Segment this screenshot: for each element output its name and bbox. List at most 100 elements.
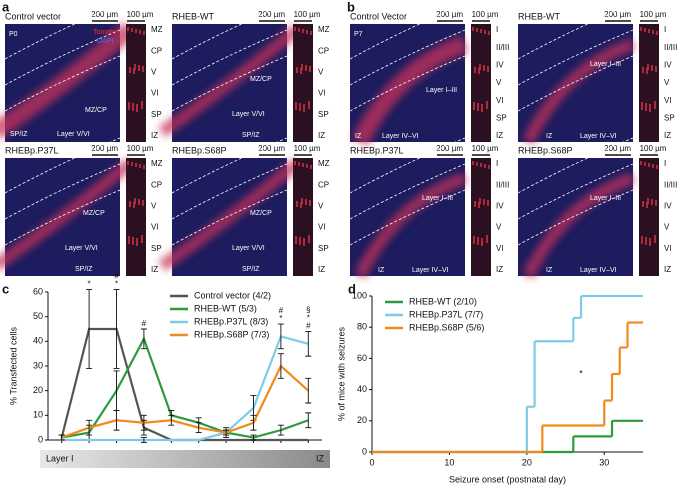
strip-signal	[476, 162, 478, 166]
layer-label: IV	[496, 202, 504, 211]
layer-label: CP	[318, 46, 329, 55]
legend-label: RHEB-WT (2/10)	[409, 296, 477, 306]
panel-letter: c	[2, 281, 9, 296]
strip-signal	[649, 238, 651, 246]
tomato-signal	[0, 22, 136, 140]
image-title: RHEB-WT	[518, 11, 560, 21]
layer-label: V	[496, 223, 502, 232]
strip	[639, 24, 659, 142]
strip-signal	[488, 165, 490, 169]
image-label: Layer IV–VI	[580, 267, 617, 274]
layer-label: IZ	[151, 265, 158, 274]
strip-signal	[299, 103, 301, 111]
strip-signal	[648, 163, 650, 167]
y-tick-label: 80	[357, 322, 367, 332]
layer-label: V	[664, 78, 670, 87]
micrograph	[0, 137, 134, 276]
strip-signal	[481, 104, 483, 112]
error-bar	[250, 414, 257, 431]
layer-label: CP	[318, 180, 329, 189]
image-label: DAPI	[97, 38, 113, 45]
x-tick-label: 30	[599, 457, 609, 467]
image-label: Layer IV–VI	[580, 133, 617, 140]
strip-signal	[472, 161, 474, 165]
image-label: SP/IZ	[10, 131, 28, 138]
micrograph	[349, 137, 468, 279]
x-axis-label: Seizure onset (postnatal day)	[449, 474, 566, 484]
strip-signal	[654, 101, 656, 109]
micrograph	[517, 137, 636, 279]
strip-signal	[647, 198, 649, 204]
strip-signal	[139, 30, 141, 34]
image-label: P7	[354, 31, 363, 38]
strip-signal	[301, 198, 303, 204]
error-bar	[140, 414, 147, 431]
scale-bar-label: 100 µm	[127, 10, 154, 19]
strip-signal	[300, 68, 302, 74]
strip-signal	[472, 27, 474, 31]
series-line	[61, 335, 309, 442]
strip-signal	[143, 31, 145, 35]
strip-signal	[473, 236, 475, 244]
significance-marker: #	[279, 306, 284, 315]
strip-signal	[309, 200, 311, 206]
image-label: IZ	[378, 267, 385, 274]
strip-signal	[302, 163, 304, 167]
strip-signal	[131, 28, 133, 32]
strip-signal	[308, 101, 310, 109]
scale-bar-label: 100 µm	[640, 10, 667, 19]
strip-signal	[300, 202, 302, 208]
scale-bar-label: 200 µm	[258, 144, 285, 153]
strip-signal	[129, 201, 131, 207]
legend-label: RHEBp.P37L (7/7)	[409, 309, 483, 319]
layer-label: CP	[151, 180, 162, 189]
layer-label: MZ	[318, 25, 330, 34]
strip-signal	[294, 161, 296, 165]
scale-bar-label: 100 µm	[472, 144, 499, 153]
image-label: Layer V/VI	[232, 245, 265, 252]
significance-marker: #	[114, 272, 119, 281]
strip-signal	[310, 31, 312, 35]
scale-bar-label: 100 µm	[127, 144, 154, 153]
legend-label: Control vector (4/2)	[194, 290, 271, 300]
strip-signal	[298, 162, 300, 166]
scale-bar-label: 100 µm	[640, 144, 667, 153]
strip-signal	[478, 68, 480, 74]
strip-signal	[128, 236, 130, 244]
strip-signal	[488, 31, 490, 35]
strip	[639, 158, 659, 276]
layer-label: VI	[151, 223, 159, 232]
strip-signal	[479, 198, 481, 204]
image-label: MZ/CP	[83, 210, 105, 217]
layer-gradient	[40, 450, 330, 468]
strip-signal	[477, 237, 479, 245]
strip-signal	[310, 165, 312, 169]
series-line	[61, 336, 309, 439]
strip-signal	[294, 27, 296, 31]
strip-signal	[656, 165, 658, 169]
image-label: SP/IZ	[242, 132, 260, 139]
strip-signal	[644, 28, 646, 32]
significance-marker: §	[306, 306, 310, 315]
error-bar	[277, 323, 284, 350]
layer-label: V	[318, 68, 324, 77]
layer-label: VI	[151, 89, 159, 98]
strip-signal	[136, 104, 138, 112]
layer-label: II/III	[664, 43, 677, 52]
strip-signal	[656, 31, 658, 35]
scale-bar-label: 200 µm	[604, 10, 631, 19]
tomato-signal	[354, 172, 468, 279]
strip-signal	[478, 202, 480, 208]
x-range-label: Layer I	[46, 453, 74, 463]
panel-letter: a	[2, 0, 10, 14]
image-label: MZ/CP	[85, 107, 107, 114]
y-tick-label: 40	[357, 384, 367, 394]
layer-label: SP	[151, 110, 162, 119]
strip-signal	[481, 238, 483, 246]
layer-label: IZ	[496, 265, 503, 274]
strip-signal	[136, 238, 138, 246]
strip-signal	[135, 163, 137, 167]
strip-signal	[642, 201, 644, 207]
strip-signal	[138, 199, 140, 205]
strip-signal	[129, 67, 131, 73]
